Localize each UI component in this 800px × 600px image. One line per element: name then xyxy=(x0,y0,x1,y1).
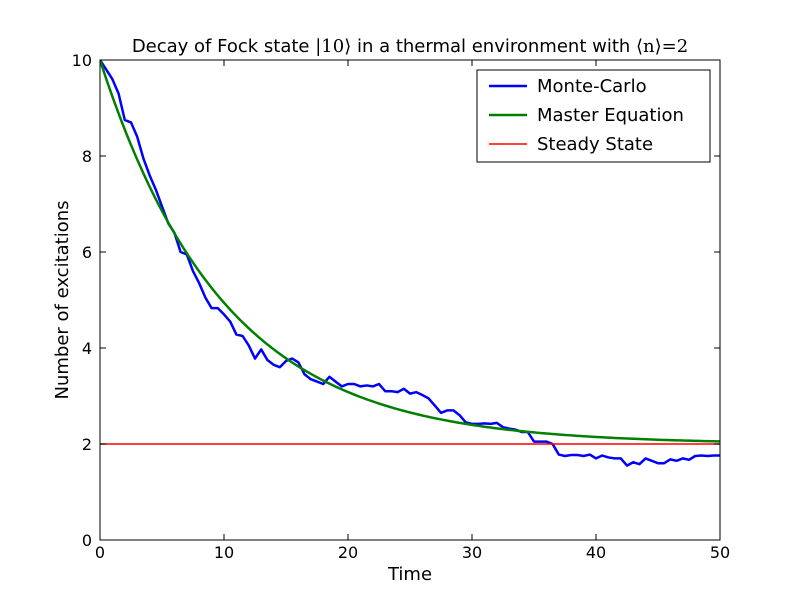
legend: Monte-Carlo Master Equation Steady State xyxy=(476,69,711,163)
x-tick-label: 40 xyxy=(586,543,606,562)
title-avg: ⟨n⟩=2 xyxy=(636,36,688,57)
chart-title: Decay of Fock state |10⟩ in a thermal en… xyxy=(132,36,688,57)
x-axis-label: Time xyxy=(387,564,432,585)
plot-frame xyxy=(99,59,721,541)
series-line-master-equation xyxy=(100,60,720,443)
y-tick-label: 2 xyxy=(82,435,92,454)
x-tick-label: 10 xyxy=(214,543,234,562)
series-group xyxy=(100,60,720,467)
y-axis-label: Number of excitations xyxy=(52,200,73,399)
x-tick-label: 30 xyxy=(462,543,482,562)
title-ket: |10⟩ xyxy=(315,36,351,57)
x-tick-label: 50 xyxy=(710,543,730,562)
y-tick-label: 0 xyxy=(82,531,92,550)
series-line-monte-carlo xyxy=(100,60,720,467)
legend-label-steady-state: Steady State xyxy=(537,134,653,155)
legend-label-monte-carlo: Monte-Carlo xyxy=(537,76,647,97)
x-tick-label: 0 xyxy=(95,543,105,562)
ticks-group: 0 10 20 30 40 50 0 2 4 6 8 10 xyxy=(72,51,731,562)
legend-label-master-equation: Master Equation xyxy=(537,105,684,126)
y-tick-label: 10 xyxy=(72,51,92,70)
y-tick-label: 6 xyxy=(82,243,92,262)
y-tick-label: 8 xyxy=(82,147,92,166)
title-prefix: Decay of Fock state xyxy=(132,36,315,57)
x-tick-label: 20 xyxy=(338,543,358,562)
y-tick-label: 4 xyxy=(82,339,92,358)
title-middle: in a thermal environment with xyxy=(351,36,636,57)
